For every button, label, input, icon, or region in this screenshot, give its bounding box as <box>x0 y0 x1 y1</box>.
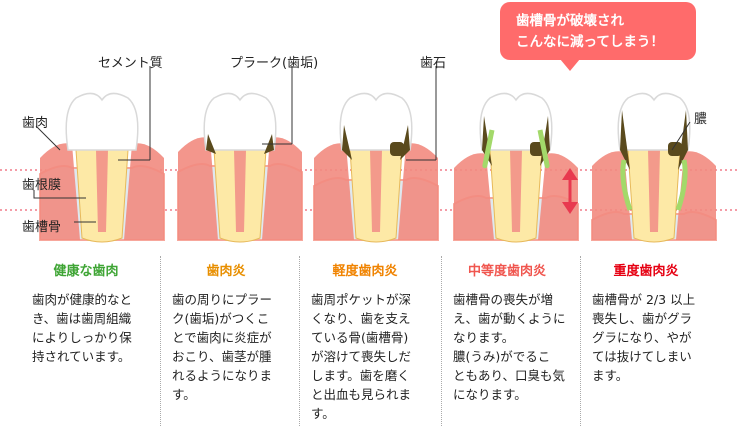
stage-desc-line: になります。 <box>453 387 527 402</box>
label-ligament: 歯根膜 <box>22 178 62 193</box>
stage-desc-line: します。歯を磨く <box>311 368 410 383</box>
column-divider <box>299 256 300 426</box>
stage-desc-line: 歯の周りにプラー <box>172 292 273 307</box>
ligament-leader <box>33 190 86 199</box>
pus-leader <box>671 121 691 151</box>
stage-desc-line: す。 <box>311 406 335 421</box>
gum-right <box>398 143 438 240</box>
tooth-illustration <box>591 92 717 243</box>
stage-desc-line: ている骨(歯槽骨) <box>311 330 409 345</box>
tooth-crown <box>479 92 553 151</box>
stage-desc-line: ク(歯垢)がつくこ <box>172 311 270 326</box>
stage-desc-line: なります。 <box>453 330 515 345</box>
plaque-left <box>206 134 216 154</box>
arrow-head-up <box>562 168 578 180</box>
stage-title: 軽度歯肉炎 <box>332 264 398 279</box>
tooth-pulp <box>648 150 660 232</box>
label-plaque: プラーク(歯垢) <box>230 56 319 71</box>
tooth-pulp <box>96 150 108 232</box>
label-tartar: 歯石 <box>420 56 447 71</box>
tooth-illustration <box>177 92 303 243</box>
stage-desc-line: 喪失し、歯がグラ <box>592 311 693 326</box>
label-pus: 膿 <box>694 112 708 127</box>
stage-desc-line: おこり、歯茎が腫 <box>172 349 272 364</box>
stage-desc-line: とで歯肉に炎症が <box>172 330 272 345</box>
stage-desc-line: ては抜けてしまい <box>592 349 692 364</box>
gum-left <box>40 143 80 240</box>
stage-desc-line: によりしっかり保 <box>32 330 132 345</box>
tartar-deposit <box>390 142 404 156</box>
stage-title: 健康な歯肉 <box>53 264 119 279</box>
tooth-crown <box>203 92 277 151</box>
column-divider <box>441 256 442 426</box>
stage-desc-line: ともあり、口臭も気 <box>453 368 566 383</box>
gum-left <box>454 153 494 240</box>
callout-line-2: こんなに減ってしまう！ <box>516 34 664 50</box>
stage-description: 歯肉が健康的なと き、歯は歯周組織 によりしっかり保 持されています。 <box>32 290 152 366</box>
callout-tail <box>560 59 580 71</box>
column-divider <box>580 256 581 426</box>
stage-desc-line: グラになり、やが <box>592 330 692 345</box>
tooth-crown <box>339 92 413 151</box>
label-gum: 歯肉 <box>22 116 49 131</box>
gum-leader <box>35 125 61 151</box>
stage-desc-line: き、歯は歯周組織 <box>32 311 132 326</box>
tooth-illustration <box>39 92 165 243</box>
tooth-illustration <box>313 92 439 243</box>
gum-right <box>538 153 578 240</box>
tooth-crown <box>65 92 139 151</box>
stage-desc-line: が溶けて喪失しだ <box>311 349 412 364</box>
stage-title: 重度歯肉炎 <box>613 264 679 279</box>
plaque-left <box>620 110 630 170</box>
plaque-left <box>342 125 352 160</box>
stage-desc-line: 歯周ポケットが深 <box>311 292 412 307</box>
stage-title: 中等度歯肉炎 <box>467 264 546 279</box>
gum-left <box>314 143 354 240</box>
stage-desc-line: と出血も見られま <box>311 387 412 402</box>
tartar-deposit <box>530 142 544 156</box>
arrow-head-down <box>562 202 578 214</box>
stage-mild: 軽度歯肉炎 歯周ポケットが深 くなり、歯を支え ている骨(歯槽骨) が溶けて喪失… <box>299 254 431 428</box>
pus-right <box>537 129 550 169</box>
pus-left <box>620 159 633 211</box>
stage-desc-line: れるようになりま <box>172 368 273 383</box>
stage-title: 歯肉炎 <box>206 264 246 279</box>
label-cementum: セメント質 <box>98 56 163 71</box>
column-divider <box>160 256 161 426</box>
stage-description: 歯槽骨が 2/3 以上 喪失し、歯がグラ グラになり、やが ては抜けてしまい ま… <box>592 290 712 385</box>
tooth-illustration <box>453 92 579 243</box>
label-alveolar-bone: 歯槽骨 <box>22 220 62 235</box>
stage-healthy: 健康な歯肉 歯肉が健康的なと き、歯は歯周組織 によりしっかり保 持されています… <box>20 254 152 428</box>
stage-gingivitis: 歯肉炎 歯の周りにプラー ク(歯垢)がつくこ とで歯肉に炎症が おこり、歯茎が腫… <box>160 254 292 428</box>
stage-desc-line: 膿(うみ)がでるこ <box>453 349 551 364</box>
stage-severe: 重度歯肉炎 歯槽骨が 2/3 以上 喪失し、歯がグラ グラになり、やが ては抜け… <box>580 254 712 428</box>
tooth-pulp <box>234 150 246 232</box>
tooth-illustrations <box>0 66 740 243</box>
pus-left <box>482 129 495 169</box>
stage-desc-line: くなり、歯を支え <box>311 311 411 326</box>
stage-moderate: 中等度歯肉炎 歯槽骨の喪失が増 え、歯が動くように なります。 膿(うみ)がでる… <box>441 254 573 428</box>
stage-desc-line: 歯肉が健康的なと <box>32 292 133 307</box>
gum-right <box>262 137 302 240</box>
tartar-deposit <box>668 142 682 156</box>
stage-desc-line: す。 <box>172 387 196 402</box>
stage-description: 歯周ポケットが深 くなり、歯を支え ている骨(歯槽骨) が溶けて喪失しだ します… <box>311 290 431 423</box>
stage-desc-line: え、歯が動くように <box>453 311 566 326</box>
stage-desc-line: 歯槽骨が 2/3 以上 <box>592 292 696 307</box>
pus-right <box>675 159 688 211</box>
bone-loss-callout: 歯槽骨が破壊され こんなに減ってしまう！ <box>500 2 696 60</box>
callout-line-1: 歯槽骨が破壊され <box>516 13 624 29</box>
stage-desc-line: 歯槽骨の喪失が増 <box>453 292 554 307</box>
stage-description: 歯の周りにプラー ク(歯垢)がつくこ とで歯肉に炎症が おこり、歯茎が腫 れるよ… <box>172 290 292 404</box>
tooth-pulp <box>370 150 382 232</box>
tooth-pulp <box>510 150 522 232</box>
stage-desc-line: 持されています。 <box>32 349 131 364</box>
gum-left <box>178 137 218 240</box>
gum-right <box>124 143 164 240</box>
stage-desc-line: ます。 <box>592 368 629 383</box>
stage-description: 歯槽骨の喪失が増 え、歯が動くように なります。 膿(うみ)がでるこ ともあり、… <box>453 290 573 404</box>
tooth-crown <box>617 92 691 151</box>
